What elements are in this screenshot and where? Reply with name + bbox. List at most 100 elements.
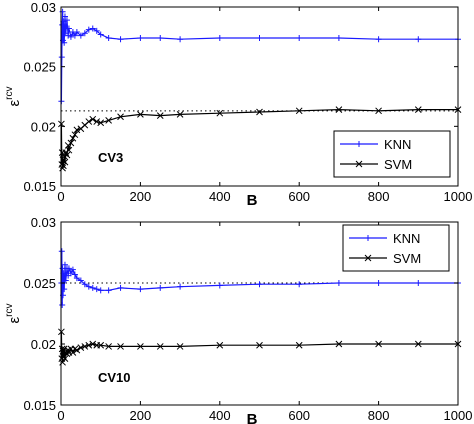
data-point-knn [117,36,124,43]
data-point-knn [415,36,422,43]
data-point-svm [85,118,93,125]
y-tick-label: 0.02 [31,337,56,352]
data-point-knn [117,284,124,291]
legend-label-svm: SVM [384,157,412,172]
data-point-svm [63,151,71,159]
data-point-svm [73,126,81,134]
data-point-knn [65,25,72,32]
legend-box [333,130,451,178]
y-tick-label: 0.03 [31,215,56,230]
data-point-knn [89,25,96,32]
data-point-knn [62,277,69,284]
data-point-knn [216,282,223,289]
y-tick-label: 0.025 [23,60,56,75]
y-tick-label: 0.015 [23,398,56,413]
data-point-svm [375,340,382,348]
data-point-knn [81,30,88,37]
x-tick-label: 0 [57,408,64,423]
y-axis-label-base: ε [6,317,23,324]
data-point-knn [216,35,223,42]
x-tick-label: 200 [130,408,152,423]
data-point-svm [375,107,382,115]
legend-marker-svm [364,254,372,262]
data-point-knn [415,280,422,286]
legend-label-knn: KNN [384,137,411,152]
x-tick-label: 600 [288,189,310,204]
data-point-svm [256,108,263,116]
data-point-knn [63,17,70,24]
data-point-knn [93,27,100,34]
data-point-knn [256,281,263,288]
data-point-svm [65,146,73,154]
y-axis-label: εrcv [4,86,23,106]
data-point-knn [73,275,80,282]
data-point-svm [77,344,85,352]
x-tick-label: 1000 [444,189,473,204]
data-point-svm [105,343,112,350]
data-point-svm [71,345,79,353]
x-tick-label: 400 [209,408,231,423]
data-point-svm [216,341,224,349]
legend-label-svm: SVM [393,251,421,266]
data-point-knn [157,284,164,291]
data-point-knn [177,283,184,290]
x-tick-label: 0 [57,189,64,204]
legend-marker-knn [365,235,371,241]
data-point-svm [414,106,422,113]
x-tick-label: 1000 [444,408,473,423]
y-tick-label: 0.015 [23,179,56,194]
data-point-svm [137,111,144,118]
data-point-knn [67,270,74,277]
x-axis-label: B [247,411,258,424]
data-point-svm [61,158,69,166]
data-point-svm [89,340,97,348]
data-point-knn [89,284,96,291]
x-axis-label: B [247,192,258,209]
data-point-svm [335,106,343,113]
data-point-svm [71,131,79,139]
data-point-svm [176,343,184,350]
y-tick-label: 0.025 [23,276,56,291]
data-point-svm [60,345,68,353]
data-point-knn [67,33,74,40]
data-point-svm [256,341,263,349]
data-point-knn [61,13,68,20]
data-point-knn [296,281,303,288]
data-point-svm [137,343,144,350]
data-point-knn [137,35,144,42]
data-point-svm [97,119,105,127]
data-point-knn [73,29,80,36]
data-point-svm [97,341,105,349]
data-point-svm [335,340,343,348]
data-point-svm [117,343,124,350]
data-point-svm [63,350,71,358]
data-point-knn [296,35,303,42]
data-point-svm [216,109,224,117]
data-point-knn [59,301,66,308]
data-point-knn [61,39,68,46]
data-point-knn [335,280,342,286]
data-point-svm [85,341,93,349]
data-point-knn [65,32,72,39]
data-point-knn [256,35,263,42]
y-axis-label-base: ε [6,100,23,107]
data-point-knn [81,281,88,288]
data-point-knn [61,286,68,293]
data-point-svm [81,343,89,350]
legend-box [342,224,450,272]
data-point-svm [105,117,112,124]
y-axis-label: εrcv [4,303,23,323]
x-tick-label: 800 [368,408,390,423]
data-point-svm [295,341,303,349]
data-point-knn [177,36,184,43]
y-tick-label: 0.02 [31,119,56,134]
panel-annotation: CV3 [98,150,123,165]
data-point-knn [65,265,72,272]
data-point-knn [61,261,68,268]
data-point-svm [73,346,81,354]
data-point-knn [97,287,104,294]
x-tick-label: 800 [368,189,390,204]
data-point-knn [105,287,112,294]
